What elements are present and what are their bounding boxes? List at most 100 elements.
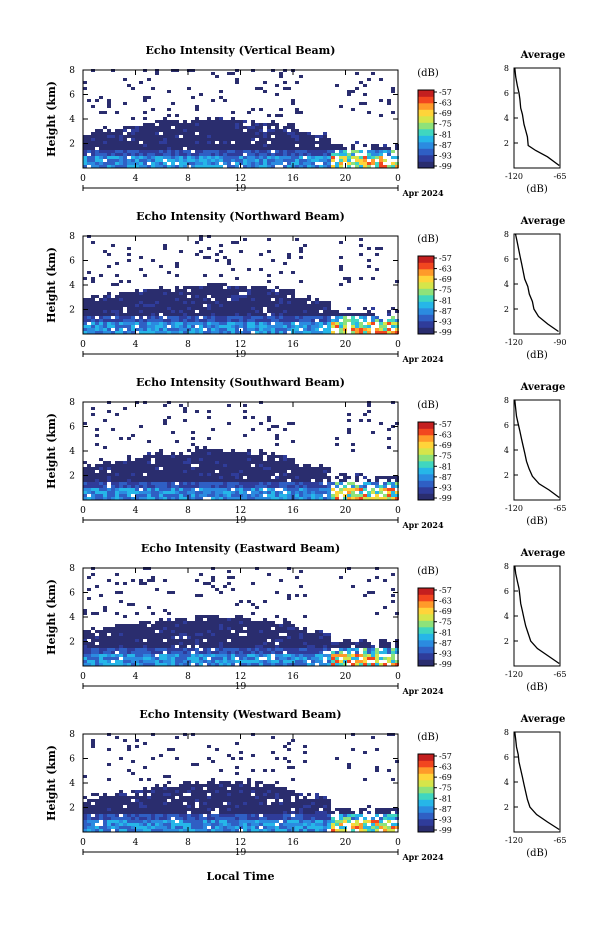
heatmap-cell (311, 651, 315, 654)
heatmap-cell (127, 479, 131, 482)
heatmap-cell (203, 582, 207, 585)
heatmap-cell (275, 295, 279, 298)
heatmap-cell (179, 793, 183, 796)
heatmap-cell (191, 292, 195, 295)
heatmap-cell (143, 621, 147, 624)
heatmap-cell (159, 325, 163, 328)
heatmap-cell (115, 141, 119, 144)
colorbar-swatch (418, 435, 434, 442)
heatmap-cell (103, 325, 107, 328)
heatmap-cell (267, 461, 271, 464)
heatmap-cell (383, 328, 387, 331)
heatmap-cell (271, 310, 275, 313)
heatmap-cell (119, 280, 123, 283)
heatmap-cell (135, 820, 139, 823)
heatmap-cell (291, 422, 295, 425)
heatmap-cell (119, 497, 123, 500)
heatmap-cell (183, 295, 187, 298)
heatmap-cell (175, 651, 179, 654)
heatmap-cell (327, 485, 331, 488)
heatmap-cell (247, 292, 251, 295)
heatmap-cell (275, 485, 279, 488)
heatmap-cell (115, 654, 119, 657)
heatmap-cell (91, 826, 95, 829)
heatmap-cell (231, 648, 235, 651)
heatmap-cell (143, 494, 147, 497)
heatmap-cell (179, 814, 183, 817)
heatmap-cell (243, 455, 247, 458)
heatmap-cell (183, 663, 187, 666)
heatmap-cell (131, 790, 135, 793)
heatmap-cell (271, 491, 275, 494)
heatmap-cell (195, 648, 199, 651)
heatmap-cell (215, 639, 219, 642)
heatmap-cell (183, 159, 187, 162)
heatmap-cell (279, 108, 283, 111)
heatmap-cell (263, 150, 267, 153)
heatmap-cell (295, 651, 299, 654)
heatmap-cell (347, 313, 351, 316)
heatmap-cell (355, 162, 359, 165)
heatmap-cell (87, 817, 91, 820)
heatmap-cell (167, 639, 171, 642)
heatmap-cell (347, 277, 351, 280)
heatmap-cell (215, 452, 219, 455)
heatmap-cell (295, 654, 299, 657)
heatmap-cell (219, 147, 223, 150)
heatmap-cell (199, 491, 203, 494)
heatmap-cell (147, 165, 151, 168)
heatmap-cell (327, 165, 331, 168)
heatmap-cell (111, 479, 115, 482)
heatmap-cell (215, 660, 219, 663)
heatmap-cell (171, 120, 175, 123)
heatmap-cell (315, 313, 319, 316)
heatmap-cell (91, 488, 95, 491)
heatmap-cell (151, 123, 155, 126)
heatmap-cell (155, 144, 159, 147)
heatmap-cell (135, 805, 139, 808)
heatmap-cell (95, 488, 99, 491)
heatmap-cell (251, 310, 255, 313)
heatmap-cell (159, 796, 163, 799)
heatmap-cell (351, 153, 355, 156)
heatmap-cell (287, 657, 291, 660)
heatmap-cell (307, 135, 311, 138)
heatmap-cell (231, 289, 235, 292)
heatmap-cell (91, 407, 95, 410)
heatmap-cell (307, 633, 311, 636)
heatmap-cell (147, 473, 151, 476)
heatmap-cell (287, 660, 291, 663)
heatmap-cell (143, 488, 147, 491)
heatmap-cell (187, 627, 191, 630)
heatmap-cell (95, 156, 99, 159)
heatmap-cell (279, 485, 283, 488)
heatmap-cell (107, 826, 111, 829)
heatmap-cell (163, 129, 167, 132)
y-tick-label: 8 (69, 232, 75, 242)
heatmap-cell (243, 639, 247, 642)
heatmap-cell (163, 295, 167, 298)
heatmap-cell (175, 328, 179, 331)
heatmap-cell (123, 624, 127, 627)
heatmap-cell (107, 105, 111, 108)
heatmap-cell (83, 325, 87, 328)
heatmap-cell (83, 651, 87, 654)
heatmap-cell (175, 274, 179, 277)
heatmap-cell (123, 102, 127, 105)
heatmap-cell (111, 313, 115, 316)
heatmap-cell (327, 633, 331, 636)
heatmap-cell (147, 660, 151, 663)
heatmap-cell (247, 298, 251, 301)
heatmap-cell (315, 150, 319, 153)
heatmap-cell (251, 132, 255, 135)
heatmap-cell (155, 322, 159, 325)
heatmap-cell (147, 455, 151, 458)
heatmap-cell (195, 153, 199, 156)
heatmap-cell (211, 660, 215, 663)
heatmap-cell (195, 763, 199, 766)
heatmap-cell (143, 298, 147, 301)
heatmap-cell (175, 491, 179, 494)
heatmap-cell (171, 467, 175, 470)
heatmap-cell (103, 606, 107, 609)
heatmap-cell (155, 784, 159, 787)
